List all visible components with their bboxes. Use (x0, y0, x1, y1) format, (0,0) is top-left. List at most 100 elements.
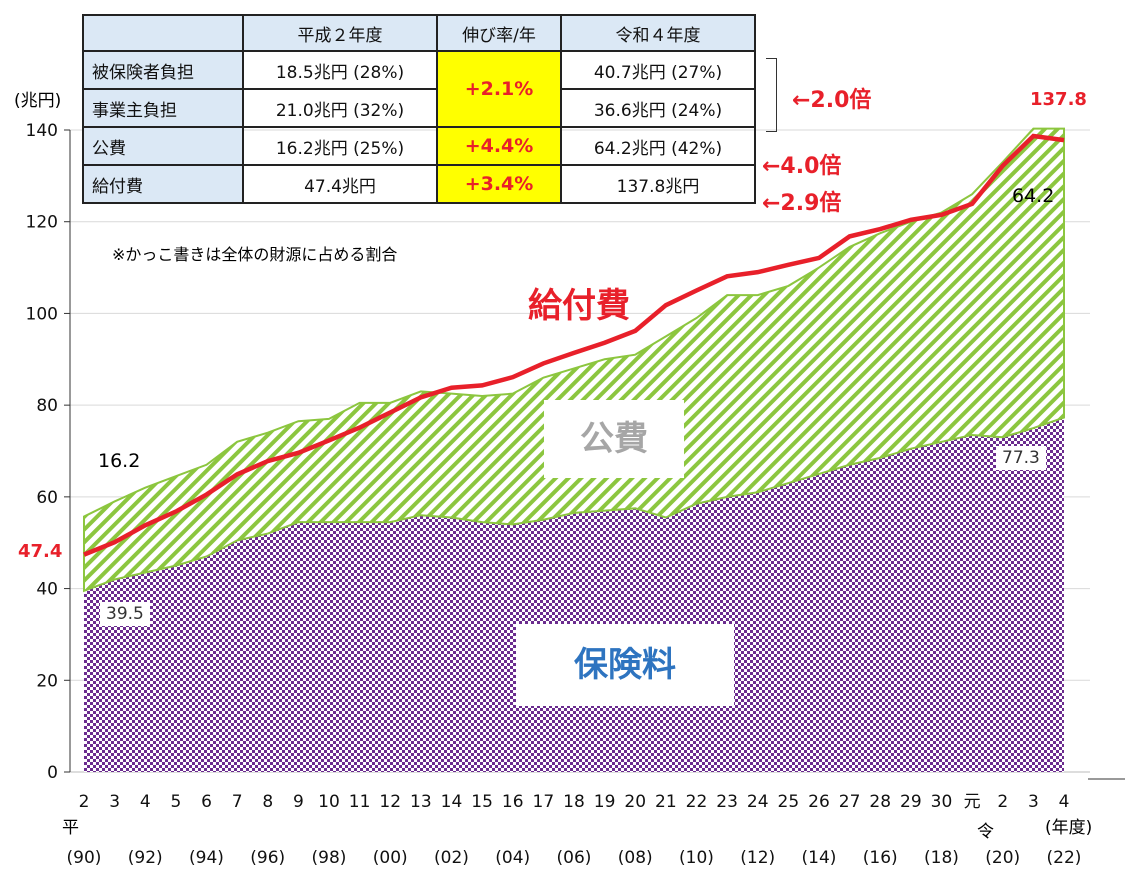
x-western-year-label: (14) (802, 848, 837, 868)
y-tick-label: 60 (36, 488, 58, 508)
ratio-insurance: ←2.0倍 (792, 88, 872, 113)
x-tick-label: 15 (471, 792, 493, 812)
table-note: ※かっこ書きは全体の財源に占める割合 (112, 245, 398, 264)
x-tick-label: 3 (1028, 792, 1039, 812)
x-axis-unit: (年度) (1045, 818, 1093, 838)
y-tick-label: 0 (47, 763, 58, 783)
x-tick-label: 7 (232, 792, 243, 812)
cell-h2: 16.2兆円 (25%) (242, 126, 438, 166)
era-reiwa: 令 (977, 822, 994, 842)
x-western-year-label: (00) (373, 848, 408, 868)
x-tick-label: 20 (624, 792, 646, 812)
x-western-year-label: (10) (679, 848, 714, 868)
cell-rate: +3.4% (436, 164, 562, 204)
divider (1088, 778, 1125, 780)
area-public (83, 127, 1065, 593)
row-label: 事業主負担 (82, 88, 244, 128)
y-tick-label: 100 (26, 304, 58, 324)
cell-h2: 21.0兆円 (32%) (242, 88, 438, 128)
header-r4: 令和４年度 (560, 14, 756, 52)
table-row: 公費 16.2兆円 (25%) +4.4% 64.2兆円 (42%) (82, 126, 756, 166)
x-western-year-label: (90) (67, 848, 102, 868)
x-tick-label: 元 (964, 792, 981, 812)
row-label: 給付費 (82, 164, 244, 204)
table-row: 事業主負担 21.0兆円 (32%) 36.6兆円 (24%) (82, 88, 756, 128)
label-insurance: 保険料 (516, 624, 734, 706)
x-western-year-label: (06) (557, 848, 592, 868)
x-western-year-label: (22) (1047, 848, 1082, 868)
row-label: 公費 (82, 126, 244, 166)
cell-r4: 36.6兆円 (24%) (560, 88, 756, 128)
x-tick-label: 22 (686, 792, 708, 812)
x-tick-label: 4 (1059, 792, 1070, 812)
x-tick-label: 2 (997, 792, 1008, 812)
table-row: 被保険者負担 18.5兆円 (28%) +2.1% 40.7兆円 (27%) (82, 50, 756, 128)
y-tick-label: 20 (36, 671, 58, 691)
ratio-public: ←4.0倍 (762, 154, 842, 179)
x-tick-label: 8 (262, 792, 273, 812)
x-tick-label: 5 (170, 792, 181, 812)
x-western-year-label: (12) (740, 848, 775, 868)
line-benefit (83, 133, 1065, 557)
ratio-benefit: ←2.9倍 (762, 191, 842, 216)
cell-r4: 64.2兆円 (42%) (560, 126, 756, 166)
x-tick-label: 10 (318, 792, 340, 812)
y-tick-label: 80 (36, 396, 58, 416)
label-end-benefit: 137.8 (1030, 89, 1087, 110)
x-western-year-label: (92) (128, 848, 163, 868)
x-tick-label: 9 (293, 792, 304, 812)
x-tick-label: 26 (808, 792, 830, 812)
y-tick-label: 40 (36, 580, 58, 600)
x-tick-label: 11 (349, 792, 371, 812)
x-western-year-label: (94) (189, 848, 224, 868)
summary-table: 平成２年度 伸び率/年 令和４年度 被保険者負担 18.5兆円 (28%) +2… (82, 14, 756, 204)
label-public: 公費 (544, 400, 684, 478)
x-western-year-label: (08) (618, 848, 653, 868)
y-axis-label: (兆円) (14, 91, 62, 111)
bracket (766, 58, 777, 132)
label-benefit: 給付費 (528, 286, 630, 326)
cell-h2: 47.4兆円 (242, 164, 438, 204)
cell-h2: 18.5兆円 (28%) (242, 50, 438, 90)
x-tick-label: 25 (778, 792, 800, 812)
x-tick-label: 12 (379, 792, 401, 812)
x-tick-label: 2 (79, 792, 90, 812)
area-insurance (84, 417, 1064, 772)
x-tick-label: 30 (931, 792, 953, 812)
header-blank (82, 14, 244, 52)
x-western-year-label: (02) (434, 848, 469, 868)
header-h2: 平成２年度 (242, 14, 438, 52)
x-western-year-label: (16) (863, 848, 898, 868)
x-tick-label: 27 (839, 792, 861, 812)
era-heisei: 平 (62, 818, 79, 838)
row-label: 被保険者負担 (82, 50, 244, 90)
x-tick-label: 17 (533, 792, 555, 812)
cell-r4: 137.8兆円 (560, 164, 756, 204)
x-western-year-label: (20) (985, 848, 1020, 868)
x-tick-label: 14 (441, 792, 463, 812)
x-western-year-label: (96) (250, 848, 285, 868)
label-end-public: 64.2 (1012, 185, 1055, 207)
x-tick-label: 13 (410, 792, 432, 812)
x-tick-label: 28 (869, 792, 891, 812)
x-tick-label: 23 (716, 792, 738, 812)
label-start-benefit: 47.4 (18, 541, 63, 562)
label-start-insurance: 39.5 (100, 602, 150, 626)
x-western-year-label: (18) (924, 848, 959, 868)
x-western-year-label: (04) (495, 848, 530, 868)
x-tick-label: 18 (563, 792, 585, 812)
x-tick-label: 21 (655, 792, 677, 812)
label-end-insurance: 77.3 (996, 446, 1046, 470)
x-tick-label: 29 (900, 792, 922, 812)
x-tick-label: 16 (502, 792, 524, 812)
x-tick-label: 3 (109, 792, 120, 812)
label-start-public: 16.2 (98, 450, 141, 472)
header-rate: 伸び率/年 (436, 14, 562, 52)
x-tick-label: 4 (140, 792, 151, 812)
x-western-year-label: (98) (312, 848, 347, 868)
y-tick-label: 140 (26, 121, 58, 141)
table-row: 給付費 47.4兆円 +3.4% 137.8兆円 (82, 164, 756, 204)
x-tick-label: 24 (747, 792, 769, 812)
